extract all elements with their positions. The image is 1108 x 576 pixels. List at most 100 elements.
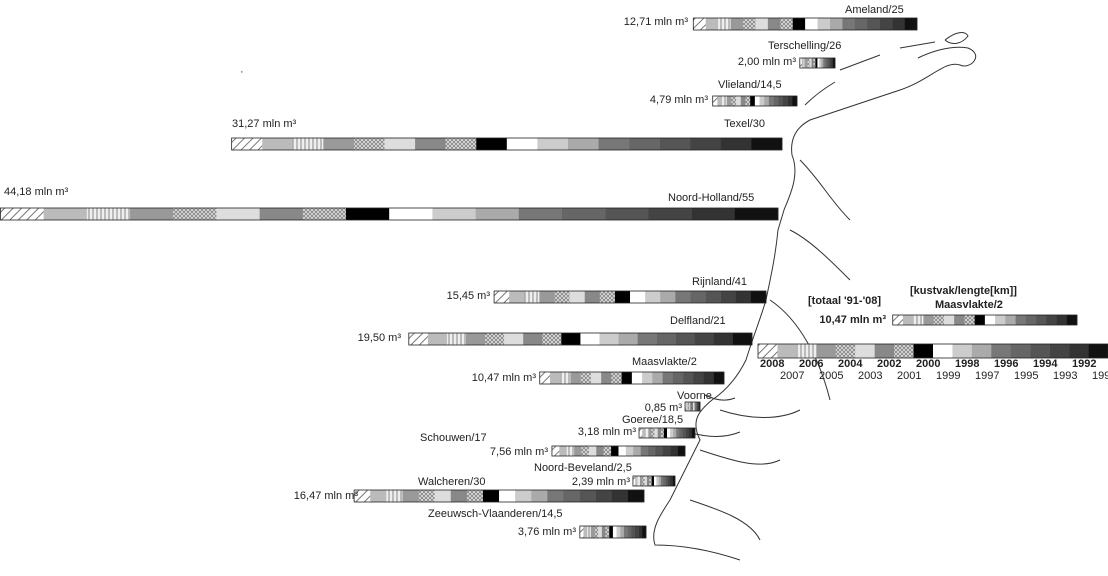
bar-segment: [688, 402, 690, 411]
bar-segment: [690, 291, 706, 303]
bar-segment: [640, 446, 649, 456]
bar-segment: [86, 208, 131, 220]
bar-segment: [830, 18, 843, 30]
bar-segment: [713, 333, 734, 345]
bar-segment: [605, 526, 610, 538]
bar-segment: [611, 490, 629, 502]
bar-segment: [695, 402, 697, 411]
legend-total: [totaal '91-'08]: [808, 295, 881, 307]
bar-segment: [509, 291, 525, 303]
bar-segment: [601, 526, 606, 538]
bar-segment: [874, 344, 895, 358]
bar-segment: [598, 138, 630, 150]
bar-segment: [743, 18, 756, 30]
section-volume: 44,18 mln m³: [4, 186, 69, 198]
legend-example-volume: 10,47 mln m³: [819, 314, 886, 326]
bar-segment: [0, 208, 44, 220]
bar-segment: [665, 476, 669, 486]
bar-segment: [754, 96, 760, 106]
bar-segment: [386, 490, 403, 502]
year-label: 2006: [799, 358, 823, 370]
bar-segment: [817, 58, 820, 68]
bar-segment: [685, 402, 687, 411]
section-name: Delfland/21: [670, 315, 726, 327]
bar-segment: [560, 372, 571, 384]
bar: [0, 207, 779, 221]
bar-segment: [231, 138, 263, 150]
year-label: 2003: [858, 370, 882, 382]
bar-segment: [660, 476, 664, 486]
bar-segment: [726, 96, 732, 106]
bar-segment: [751, 138, 783, 150]
bar-segment: [693, 18, 706, 30]
bar-segment: [663, 476, 666, 486]
bar-segment: [705, 18, 719, 30]
sections: Ameland/25 12,71 mln m³ Terschelling/26 2,0…: [0, 4, 918, 539]
bar-segment: [601, 372, 612, 384]
bar-segment: [580, 372, 592, 384]
bar-segment: [415, 138, 446, 150]
section-name: Zeeuwsch-Vlaanderen/14,5: [428, 508, 563, 520]
bar-segment: [1066, 315, 1078, 325]
section-volume: 16,47 mln m³: [294, 490, 359, 502]
section: Terschelling/26 2,00 mln m³: [738, 40, 841, 69]
bar-segment: [902, 315, 914, 325]
bar-segment: [1025, 315, 1037, 325]
bar-segment: [658, 476, 662, 486]
bar-segment: [734, 208, 779, 220]
bar-segment: [811, 58, 814, 68]
bar-segment: [913, 344, 934, 358]
section-volume: 2,00 mln m³: [738, 56, 796, 68]
section-name: Schouwen/17: [420, 432, 487, 444]
bar: [892, 314, 1078, 326]
year-label: 1994: [1033, 358, 1058, 370]
bar-segment: [523, 333, 543, 345]
bar-segment: [677, 446, 686, 456]
section-name: Terschelling/26: [768, 40, 841, 52]
bar-segment: [984, 315, 996, 325]
bar-segment: [662, 372, 674, 384]
bar-segment: [683, 372, 694, 384]
bar-segment: [539, 372, 551, 384]
bar-segment: [829, 58, 832, 68]
section: Schouwen/177,56 mln m³: [420, 432, 686, 458]
bar-segment: [792, 96, 798, 106]
bar: [799, 57, 836, 69]
section: Rijnland/41 15,45 m³: [447, 276, 767, 304]
bar-segment: [971, 344, 992, 358]
bar-segment: [782, 96, 788, 106]
bar-segment: [627, 526, 632, 538]
bar-segment: [648, 446, 656, 456]
section-volume: 0,85 m³: [645, 402, 683, 414]
section: Maasvlakte/2 10,47 mln m³: [472, 356, 725, 385]
bar-segment: [323, 138, 355, 150]
bar: [712, 95, 798, 107]
bar-segment: [670, 428, 674, 438]
bar-segment: [646, 476, 650, 486]
bar-segment: [656, 333, 676, 345]
bar: [231, 137, 783, 151]
bar-segment: [667, 428, 671, 438]
bar-segment: [855, 344, 875, 358]
bar-segment: [587, 526, 592, 538]
bar-segment: [620, 526, 625, 538]
bar-segment: [787, 96, 793, 106]
bar-segment: [637, 333, 657, 345]
bar-segment: [730, 18, 744, 30]
section: Walcheren/30 16,47 mln m³: [294, 476, 645, 503]
bar-segment: [731, 96, 737, 106]
bar-segment: [696, 402, 698, 411]
bar-segment: [434, 490, 451, 502]
bar-segment: [612, 526, 617, 538]
year-label: 1992: [1072, 358, 1096, 370]
bar-segment: [801, 58, 804, 68]
bar-segment: [735, 291, 752, 303]
bar-segment: [432, 208, 476, 220]
bar-segment: [446, 333, 467, 345]
bar-segment: [750, 96, 756, 106]
bar-segment: [482, 490, 500, 502]
bar-segment: [542, 333, 562, 345]
bar-segment: [302, 208, 347, 220]
